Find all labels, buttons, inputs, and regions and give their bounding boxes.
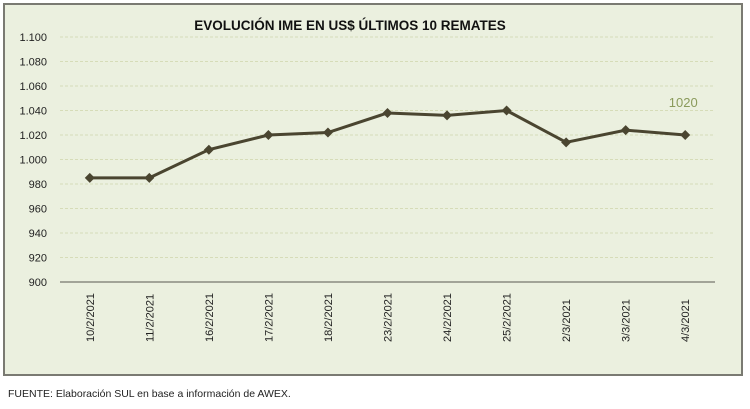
data-point-marker [501, 105, 512, 116]
y-tick-label: 1.080 [19, 57, 47, 69]
y-tick-label: 1.020 [19, 130, 47, 142]
chart-title: EVOLUCIÓN IME EN US$ ÚLTIMOS 10 REMATES [194, 18, 506, 33]
x-tick-label: 2/3/2021 [561, 299, 573, 342]
y-tick-label: 1.060 [19, 81, 47, 93]
y-tick-label: 920 [29, 253, 47, 265]
x-tick-label: 24/2/2021 [442, 293, 454, 342]
x-tick-label: 10/2/2021 [85, 293, 97, 342]
data-point-marker [84, 172, 95, 183]
x-tick-label: 17/2/2021 [263, 293, 275, 342]
y-tick-label: 940 [29, 228, 47, 240]
y-tick-label: 960 [29, 204, 47, 216]
x-tick-label: 18/2/2021 [323, 293, 335, 342]
series-line [89, 108, 686, 180]
data-point-marker [620, 125, 631, 136]
y-tick-label: 1.000 [19, 155, 47, 167]
x-tick-label: 4/3/2021 [680, 299, 692, 342]
source-footer: FUENTE: Elaboración SUL en base a inform… [8, 388, 291, 400]
data-point-marker [322, 127, 333, 138]
y-tick-label: 1.100 [19, 32, 47, 44]
x-tick-label: 16/2/2021 [204, 293, 216, 342]
x-tick-label: 25/2/2021 [502, 293, 514, 342]
x-tick-label: 3/3/2021 [621, 299, 633, 342]
data-point-marker [442, 110, 453, 121]
last-value-label: 1020 [669, 95, 698, 110]
data-point-marker [263, 130, 274, 140]
data-point-marker [680, 130, 691, 140]
x-tick-label: 11/2/2021 [144, 294, 156, 342]
data-point-marker [144, 172, 155, 183]
y-tick-label: 980 [29, 179, 47, 191]
x-tick-label: 23/2/2021 [383, 293, 395, 342]
y-tick-label: 900 [29, 277, 47, 289]
data-point-marker [561, 137, 572, 148]
data-point-marker [382, 107, 393, 118]
y-tick-label: 1.040 [19, 106, 47, 118]
data-point-marker [203, 144, 214, 155]
chart-container [3, 3, 743, 376]
